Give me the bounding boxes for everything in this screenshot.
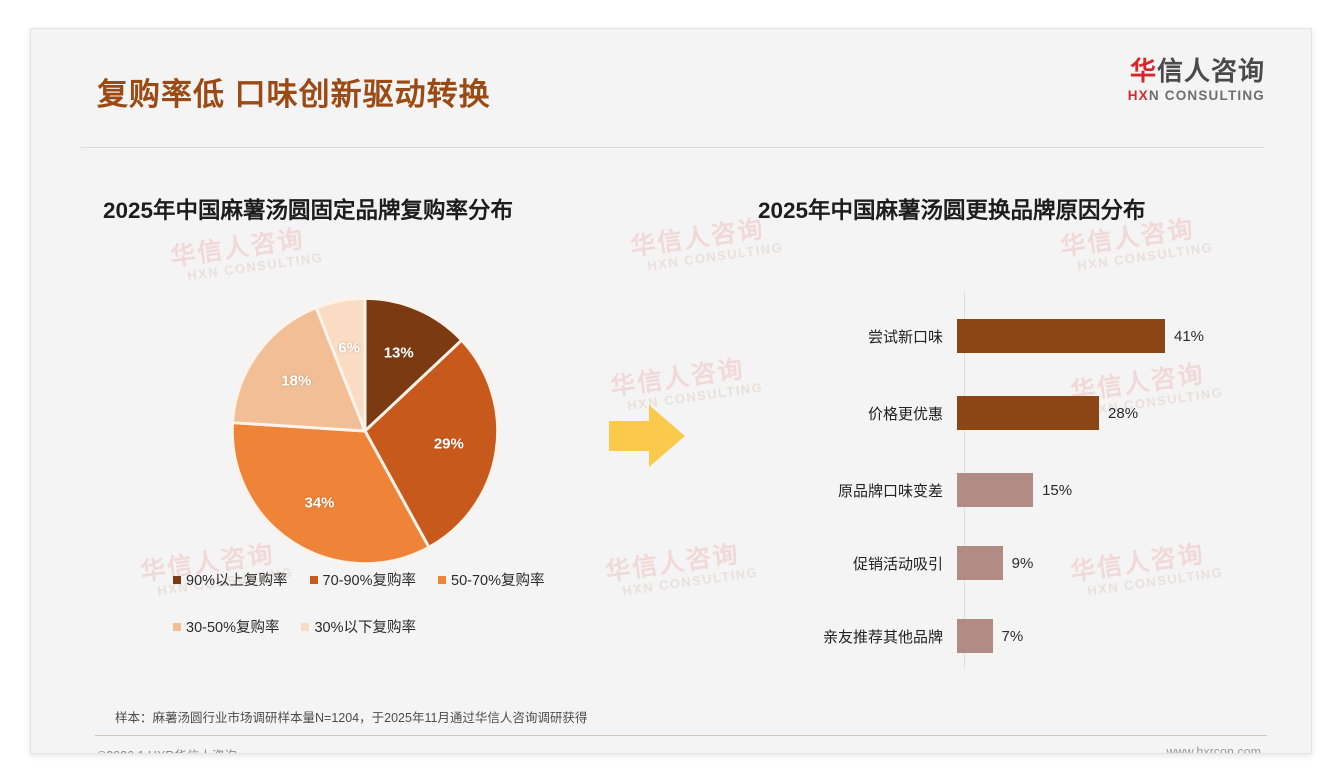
watermark-en: HXN CONSULTING — [1076, 239, 1215, 274]
watermark-cn: 华信人咨询 — [608, 354, 747, 402]
pie-slice-label: 34% — [304, 494, 335, 512]
pie-slice-label: 13% — [383, 344, 414, 362]
legend-item[interactable]: 30-50%复购率 — [173, 616, 279, 637]
logo-en-prefix: HX — [1127, 87, 1149, 103]
bar-category-label: 原品牌口味变差 — [837, 482, 943, 500]
legend-row: 90%以上复购率 70-90%复购率 50-70%复购率 — [173, 569, 603, 590]
pie-chart-svg — [230, 296, 500, 566]
legend-item[interactable]: 50-70%复购率 — [438, 569, 545, 590]
bar-category-label: 促销活动吸引 — [852, 555, 943, 573]
watermark-en: HXN CONSULTING — [621, 564, 760, 599]
legend-label: 70-90%复购率 — [322, 573, 417, 589]
pie-slice-label: 18% — [281, 372, 312, 390]
pie-chart-title: 2025年中国麻薯汤圆固定品牌复购率分布 — [103, 198, 514, 223]
bar-row: 亲友推荐其他品牌 7% — [811, 619, 1281, 653]
bar-value-label: 15% — [1042, 481, 1073, 499]
legend-label: 30%以下复购率 — [314, 620, 417, 636]
legend-label: 90%以上复购率 — [186, 573, 288, 589]
bar-fill[interactable] — [957, 546, 1003, 580]
footer-divider — [95, 735, 1267, 736]
legend-swatch — [173, 575, 181, 584]
logo-en-rest: N CONSULTING — [1148, 87, 1265, 103]
bar-value-label: 28% — [1108, 404, 1139, 422]
footer-website: www.hxrcon.com — [1166, 745, 1261, 754]
legend-swatch — [173, 622, 181, 631]
bar-chart-title: 2025年中国麻薯汤圆更换品牌原因分布 — [758, 198, 1146, 223]
bar-fill[interactable] — [957, 473, 1034, 507]
watermark-cn: 华信人咨询 — [603, 539, 742, 587]
logo-hua-char: 华 — [1129, 56, 1157, 86]
logo-chinese: 华信人咨询 — [1128, 57, 1265, 86]
bar-row: 促销活动吸引 9% — [811, 546, 1281, 580]
bar-row: 尝试新口味 41% — [811, 319, 1281, 353]
slide: 华信人咨询 HXN CONSULTING 华信人咨询 HXN CONSULTIN… — [30, 28, 1312, 754]
bar-category-label: 尝试新口味 — [867, 328, 943, 346]
legend-item[interactable]: 30%以下复购率 — [301, 616, 416, 637]
bar-fill[interactable] — [957, 319, 1165, 353]
bar-fill[interactable] — [957, 619, 993, 653]
bar-category-label: 价格更优惠 — [867, 405, 943, 423]
pie-legend: 90%以上复购率 70-90%复购率 50-70%复购率 30-50%复购率 30%以… — [173, 569, 603, 663]
legend-item[interactable]: 90%以上复购率 — [173, 569, 288, 590]
legend-item[interactable]: 70-90%复购率 — [309, 569, 417, 590]
watermark-en: HXN CONSULTING — [646, 239, 785, 274]
footer-copyright: ©2026.1 HXR华信人咨询 — [97, 745, 237, 753]
bar-category-label: 亲友推荐其他品牌 — [822, 628, 943, 646]
pie-slice-label: 29% — [433, 435, 464, 453]
bar-value-label: 7% — [1001, 627, 1024, 645]
slide-header: 复购率低 口味创新驱动转换 华信人咨询 HXN CONSULTING — [31, 29, 1311, 125]
bar-row: 原品牌口味变差 15% — [811, 473, 1281, 507]
legend-swatch — [309, 575, 318, 584]
bar-chart: 尝试新口味 41% 价格更优惠 28% 原品牌口味变差 15% 促销活动吸引 9% 亲友推荐其他… — [811, 291, 1281, 669]
pie-slice-label: 6% — [338, 339, 360, 357]
pie-slice — [363, 296, 464, 435]
page-title: 复购率低 口味创新驱动转换 — [97, 77, 491, 112]
bar-value-label: 9% — [1011, 554, 1034, 572]
arrow-svg — [609, 405, 685, 467]
pie-slice — [363, 338, 500, 550]
pie-slice — [231, 305, 368, 433]
logo-english: HXN CONSULTING — [1128, 88, 1265, 103]
header-divider — [81, 147, 1265, 148]
watermark: 华信人咨询 HXN CONSULTING — [169, 224, 324, 286]
pie-chart: 13% 29% 34% 18% 6% — [230, 296, 500, 566]
logo-cn-rest: 信人咨询 — [1156, 56, 1265, 86]
pie-slice — [314, 296, 367, 432]
watermark-en: HXN CONSULTING — [186, 249, 325, 284]
watermark: 华信人咨询 HXN CONSULTING — [604, 539, 759, 601]
watermark-cn: 华信人咨询 — [168, 224, 307, 272]
legend-swatch — [438, 575, 447, 584]
legend-label: 30-50%复购率 — [186, 620, 280, 636]
bar-fill[interactable] — [957, 396, 1100, 430]
pie-slice — [230, 421, 431, 566]
bar-row: 价格更优惠 28% — [811, 396, 1281, 430]
bar-value-label: 41% — [1174, 327, 1205, 345]
footnote: 样本：麻薯汤圆行业市场调研样本量N=1204，于2025年11月通过华信人咨询调… — [115, 711, 588, 725]
right-arrow-icon — [609, 401, 685, 471]
legend-swatch — [301, 622, 310, 631]
legend-row: 30-50%复购率 30%以下复购率 — [173, 616, 603, 637]
legend-label: 50-70%复购率 — [451, 573, 545, 589]
brand-logo: 华信人咨询 HXN CONSULTING — [1128, 57, 1265, 103]
